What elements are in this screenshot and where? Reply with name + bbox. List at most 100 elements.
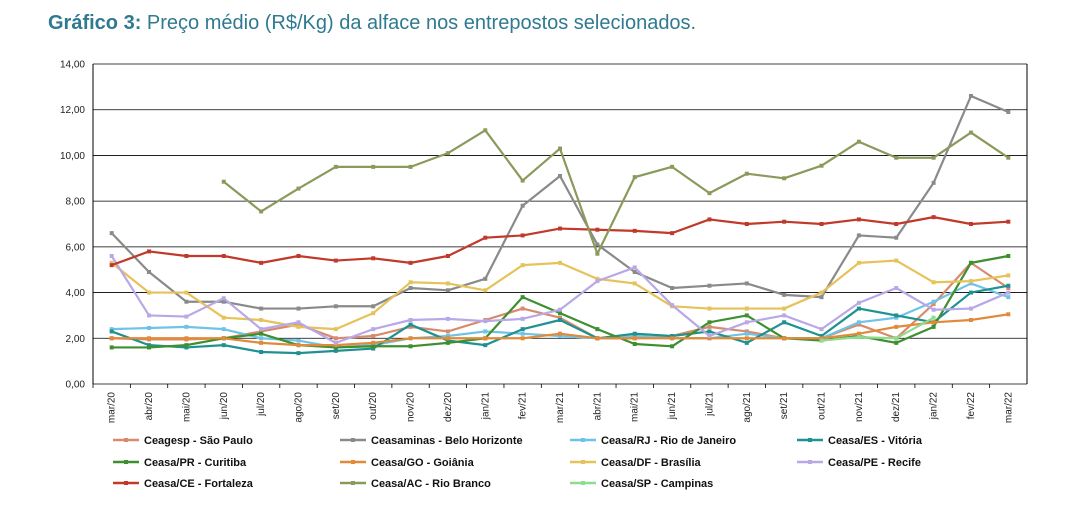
- data-point: [819, 163, 824, 168]
- data-point: [408, 260, 413, 265]
- legend-marker: [124, 438, 128, 442]
- x-tick-label: mai/21: [630, 392, 641, 422]
- data-point: [968, 306, 973, 311]
- series-9: [221, 128, 1011, 256]
- series-10: [819, 315, 936, 343]
- data-point: [147, 249, 152, 254]
- data-point: [1006, 219, 1011, 224]
- data-point: [1006, 254, 1011, 258]
- chart-number: Gráfico 3:: [48, 12, 142, 34]
- data-point: [670, 231, 675, 236]
- legend-label: Ceasa/AC - Rio Branco: [371, 478, 491, 490]
- data-point: [333, 258, 338, 263]
- data-point: [782, 292, 787, 297]
- data-point: [670, 336, 675, 341]
- data-point: [109, 254, 114, 258]
- data-point: [707, 217, 712, 222]
- data-point: [483, 319, 488, 324]
- data-point: [819, 336, 824, 341]
- data-point: [371, 327, 376, 332]
- x-axis: mar/20 abr/20 mai/20 jun/20 jul/20 ago/20 set/…: [92, 384, 1014, 424]
- data-point: [1006, 286, 1011, 290]
- data-point: [968, 130, 973, 135]
- data-point: [707, 320, 712, 325]
- data-point: [109, 345, 114, 350]
- data-point: [184, 345, 189, 350]
- x-tick-label: mar/21: [555, 392, 566, 424]
- legend-item: Ceasa/RJ - Rio de Janeiro: [570, 435, 736, 447]
- data-point: [632, 342, 637, 346]
- data-point: [296, 338, 301, 343]
- data-point: [595, 279, 600, 284]
- data-point: [558, 226, 562, 231]
- legend-item: Ceasa/GO - Goiânia: [340, 457, 475, 469]
- data-point: [632, 334, 637, 338]
- x-tick-label: nov/20: [406, 392, 417, 422]
- legend: Ceagesp - São Paulo Ceasaminas - Belo Hor…: [113, 435, 923, 490]
- data-point: [744, 171, 749, 176]
- data-point: [670, 344, 675, 349]
- data-point: [184, 336, 189, 341]
- data-point: [333, 340, 338, 345]
- data-point: [483, 343, 488, 348]
- series-line: [111, 216, 1009, 267]
- data-point: [259, 340, 264, 345]
- x-tick-label: dez/20: [443, 392, 454, 422]
- data-point: [595, 276, 600, 281]
- data-point: [259, 336, 264, 341]
- data-point: [296, 343, 301, 348]
- legend-label: Ceagesp - São Paulo: [144, 435, 253, 447]
- legend-marker: [581, 460, 585, 464]
- legend-marker: [351, 438, 355, 442]
- data-point: [1006, 283, 1011, 288]
- data-point: [109, 336, 114, 341]
- data-point: [333, 343, 338, 348]
- plot-area: [109, 94, 1011, 356]
- page-title: Gráfico 3: Preço médio (R$/Kg) da alface…: [48, 12, 696, 35]
- data-point: [632, 331, 637, 336]
- data-point: [184, 299, 189, 304]
- legend-marker: [351, 460, 355, 464]
- data-point: [931, 215, 936, 220]
- data-point: [483, 288, 488, 293]
- data-point: [371, 256, 376, 261]
- data-point: [109, 231, 114, 236]
- data-point: [520, 336, 525, 341]
- data-point: [445, 281, 450, 286]
- legend-label: Ceasa/DF - Brasília: [601, 457, 702, 469]
- data-point: [856, 217, 861, 222]
- data-point: [595, 227, 600, 232]
- data-point: [968, 281, 973, 286]
- data-point: [184, 343, 189, 348]
- data-point: [109, 329, 114, 334]
- data-point: [259, 260, 264, 265]
- series-line: [111, 261, 1009, 341]
- data-point: [483, 329, 488, 334]
- data-point: [632, 270, 637, 274]
- legend-label: Ceasa/CE - Fortaleza: [144, 478, 254, 490]
- data-point: [558, 331, 562, 336]
- data-point: [221, 254, 226, 258]
- legend-marker: [581, 481, 585, 485]
- data-point: [371, 311, 376, 316]
- legend-item: Ceagesp - São Paulo: [113, 435, 253, 447]
- x-tick-label: jan/21: [480, 392, 491, 421]
- data-point: [259, 350, 264, 354]
- x-tick-label: mar/22: [1003, 392, 1014, 424]
- data-point: [744, 340, 749, 345]
- series-2: [109, 281, 1011, 350]
- data-point: [483, 128, 488, 133]
- data-point: [894, 313, 899, 318]
- data-point: [333, 348, 338, 353]
- data-point: [744, 331, 749, 336]
- data-point: [296, 351, 301, 356]
- data-point: [259, 209, 264, 214]
- data-point: [558, 334, 562, 338]
- data-point: [744, 306, 749, 311]
- x-tick-label: abr/20: [144, 392, 155, 421]
- data-point: [1006, 290, 1011, 295]
- data-point: [296, 186, 301, 191]
- legend-item: Ceasa/DF - Brasília: [570, 457, 702, 469]
- data-point: [894, 235, 899, 240]
- data-point: [408, 280, 413, 285]
